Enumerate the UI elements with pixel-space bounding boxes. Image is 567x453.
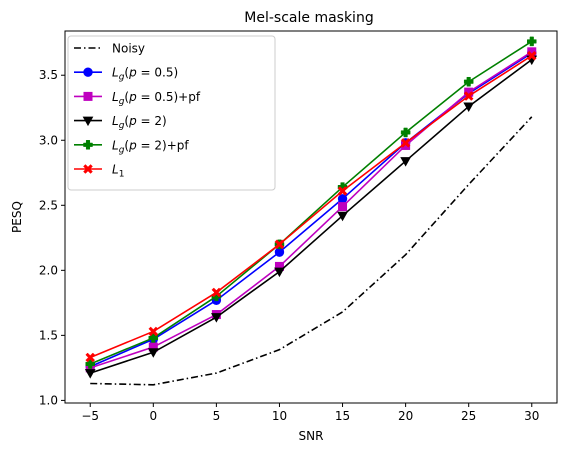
x-tick-label: 25 xyxy=(461,409,476,423)
y-tick-label: 2.5 xyxy=(39,198,58,212)
legend: Noisy Lg(p = 0.5) Lg(p = 0.5)+pf Lg(p = 2) L… xyxy=(67,35,276,191)
data-point xyxy=(85,352,96,363)
data-point xyxy=(400,127,411,138)
series-0 xyxy=(90,116,533,386)
legend-label: Lg(p = 0.5) xyxy=(112,66,178,83)
x-tick-label: 30 xyxy=(524,409,539,423)
legend-item: Noisy xyxy=(74,42,145,56)
data-point xyxy=(274,247,285,257)
series-line-2 xyxy=(89,51,533,369)
legend-marker xyxy=(82,116,94,127)
data-point xyxy=(274,267,285,278)
data-point xyxy=(338,202,348,212)
axis-ticks: −5 0 5 10 15 20 25 30 1.0 1.5 2.0 2.5 3.0 3.5 xyxy=(39,68,540,423)
data-point xyxy=(147,348,159,358)
data-point xyxy=(337,186,348,196)
legend-item: Lg(p = 2)+pf xyxy=(74,138,189,155)
data-point xyxy=(400,157,411,167)
chart-title: Mel-scale masking xyxy=(244,10,373,26)
y-tick-label: 2.0 xyxy=(39,263,58,277)
x-tick-label: 15 xyxy=(335,409,350,423)
plot-frame xyxy=(64,30,558,404)
y-axis-label: PESQ xyxy=(10,201,24,233)
legend-label: Lg(p = 2) xyxy=(112,114,167,131)
legend-marker xyxy=(83,91,93,101)
plot-area xyxy=(84,36,538,386)
legend-item: Lg(p = 2) xyxy=(74,114,167,131)
y-tick-label: 1.0 xyxy=(39,393,58,407)
data-point xyxy=(211,313,222,323)
series-line-4 xyxy=(89,40,533,365)
data-point xyxy=(274,239,285,250)
x-tick-label: 20 xyxy=(398,409,413,423)
data-point xyxy=(463,76,474,87)
data-point xyxy=(400,138,411,148)
x-tick-label: 5 xyxy=(213,409,221,423)
legend-marker xyxy=(83,67,93,77)
x-tick-label: 0 xyxy=(149,409,157,423)
legend-label: Lg(p = 2)+pf xyxy=(112,138,189,155)
legend-item: Lg(p = 0.5) xyxy=(74,66,178,83)
y-tick-label: 3.0 xyxy=(39,133,58,147)
data-point xyxy=(148,326,159,337)
data-point xyxy=(84,369,96,379)
y-tick-label: 3.5 xyxy=(39,68,58,82)
x-tick-label: 10 xyxy=(272,409,287,423)
legend-marker xyxy=(83,140,93,150)
series-3 xyxy=(84,55,538,379)
series-line-3 xyxy=(89,58,533,374)
data-point xyxy=(337,211,348,222)
legend-label: Noisy xyxy=(112,42,145,56)
y-tick-label: 1.5 xyxy=(39,328,58,342)
legend-box xyxy=(67,35,276,191)
legend-item: Lg(p = 0.5)+pf xyxy=(74,90,201,107)
data-point xyxy=(526,50,537,61)
data-point xyxy=(211,287,222,298)
legend-label: L1 xyxy=(112,163,124,180)
data-point xyxy=(337,194,348,204)
data-point xyxy=(463,91,474,101)
series-line-0 xyxy=(90,116,533,386)
legend-marker xyxy=(83,164,93,174)
series-line-5 xyxy=(89,55,533,359)
legend-item: L1 xyxy=(74,163,124,180)
series-5 xyxy=(85,50,537,363)
data-point xyxy=(527,36,537,47)
x-axis-label: SNR xyxy=(299,429,324,443)
data-point xyxy=(463,102,475,112)
x-tick-label: −5 xyxy=(81,409,99,423)
legend-label: Lg(p = 0.5)+pf xyxy=(112,90,201,107)
